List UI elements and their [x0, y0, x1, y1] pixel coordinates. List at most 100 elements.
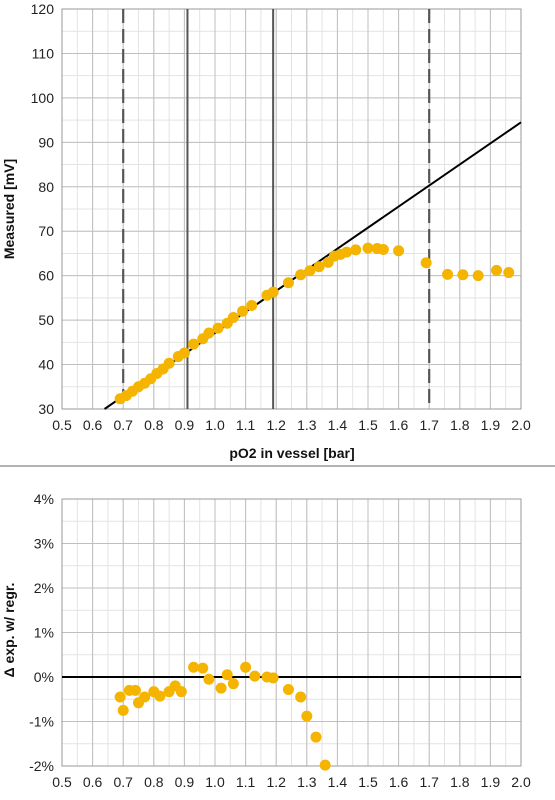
- bottom-y-tick-labels: -2% -1% 0% 1% 2% 3% 4%: [29, 491, 54, 774]
- data-point: [472, 270, 484, 282]
- top-plot-border: [61, 8, 522, 410]
- data-point: [457, 269, 469, 281]
- top-x-tick-label: 1.4: [328, 417, 348, 433]
- top-y-tick-label: 120: [31, 1, 55, 17]
- deviation-point: [240, 661, 252, 673]
- bottom-plot-border: [61, 498, 522, 767]
- data-point: [362, 242, 374, 254]
- top-points: [114, 242, 515, 405]
- data-point: [212, 322, 224, 334]
- deviation-point: [188, 661, 200, 673]
- top-x-axis-label: pO2 in vessel [bar]: [229, 445, 354, 461]
- deviation-point: [221, 669, 233, 681]
- top-y-tick-label: 70: [38, 223, 54, 239]
- data-point: [282, 277, 294, 289]
- bottom-grid: [61, 498, 522, 767]
- top-y-tick-label: 40: [38, 357, 54, 373]
- data-point: [163, 357, 175, 369]
- deviation-point: [203, 673, 215, 685]
- bottom-x-tick-label: 1.5: [358, 774, 378, 790]
- bottom-x-tick-label: 1.1: [236, 774, 256, 790]
- top-x-tick-label: 1.7: [419, 417, 439, 433]
- bottom-x-tick-label: 0.7: [113, 774, 133, 790]
- top-y-tick-label: 90: [38, 134, 54, 150]
- top-x-tick-label: 1.0: [205, 417, 225, 433]
- bottom-x-tick-label: 1.6: [389, 774, 409, 790]
- data-point: [295, 269, 307, 281]
- bottom-points: [114, 661, 331, 771]
- deviation-point: [154, 690, 166, 702]
- top-y-tick-label: 50: [38, 312, 54, 328]
- bottom-x-tick-label: 0.6: [83, 774, 103, 790]
- top-y-tick-label: 110: [32, 45, 55, 61]
- deviation-point: [197, 662, 209, 674]
- bottom-x-tick-label: 1.8: [450, 774, 470, 790]
- bottom-x-tick-label: 0.8: [144, 774, 164, 790]
- bottom-chart: 0.5 0.6 0.7 0.8 0.9 1.0 1.1 1.2 1.3 1.4 1.5 1.6 1.7 1…: [1, 491, 531, 790]
- bottom-x-tick-labels: 0.5 0.6 0.7 0.8 0.9 1.0 1.1 1.2 1.3 1.4 1.5 1.6 1.7 1…: [52, 774, 531, 790]
- bottom-y-tick-label: 3%: [34, 536, 54, 552]
- bottom-y-tick-label: 4%: [34, 491, 54, 507]
- top-x-tick-label: 2.0: [511, 417, 531, 433]
- data-point: [393, 245, 405, 257]
- bottom-x-tick-label: 2.0: [511, 774, 531, 790]
- top-x-tick-label: 1.8: [450, 417, 470, 433]
- bottom-x-tick-label: 1.3: [297, 774, 317, 790]
- top-chart: 0.5 0.6 0.7 0.8 0.9 1.0 1.1 1.2 1.3 1.4 1.5 1.6 1.7 1…: [1, 1, 531, 461]
- top-x-tick-label: 1.1: [236, 417, 256, 433]
- top-x-tick-labels: 0.5 0.6 0.7 0.8 0.9 1.0 1.1 1.2 1.3 1.4 1.5 1.6 1.7 1…: [52, 417, 531, 433]
- deviation-point: [129, 684, 141, 696]
- deviation-point: [267, 672, 279, 684]
- top-y-tick-label: 60: [38, 268, 54, 284]
- top-y-tick-label: 80: [38, 179, 54, 195]
- top-grid: [61, 8, 522, 410]
- bottom-x-tick-label: 1.4: [328, 774, 348, 790]
- bottom-y-tick-label: 0%: [34, 669, 54, 685]
- deviation-point: [114, 691, 126, 703]
- top-x-tick-label: 0.5: [52, 417, 72, 433]
- deviation-point: [175, 686, 187, 698]
- bottom-y-tick-label: -1%: [29, 714, 54, 730]
- bottom-x-tick-label: 1.2: [266, 774, 286, 790]
- data-point: [341, 246, 353, 258]
- data-point: [491, 264, 503, 276]
- top-x-tick-label: 0.8: [144, 417, 164, 433]
- deviation-point: [227, 678, 239, 690]
- data-point: [267, 286, 279, 298]
- top-x-tick-label: 1.3: [297, 417, 317, 433]
- top-x-tick-label: 0.6: [83, 417, 103, 433]
- deviation-point: [282, 683, 294, 695]
- deviation-point: [249, 670, 261, 682]
- deviation-point: [215, 682, 227, 694]
- data-point: [237, 305, 249, 317]
- deviation-point: [301, 710, 313, 722]
- top-y-tick-label: 30: [38, 401, 54, 417]
- data-point: [503, 267, 515, 279]
- top-x-tick-label: 1.9: [481, 417, 501, 433]
- top-y-axis-label: Measured [mV]: [1, 159, 17, 259]
- bottom-y-tick-label: -2%: [29, 758, 54, 774]
- bottom-x-tick-label: 1.7: [419, 774, 439, 790]
- deviation-point: [295, 691, 307, 703]
- bottom-y-axis-label: Δ exp. w/ regr.: [1, 583, 17, 678]
- data-point: [188, 338, 200, 350]
- top-y-tick-label: 100: [31, 90, 55, 106]
- top-x-tick-label: 1.5: [358, 417, 378, 433]
- bottom-x-tick-label: 0.9: [175, 774, 195, 790]
- data-point: [313, 261, 325, 273]
- bottom-x-tick-label: 1.0: [205, 774, 225, 790]
- bottom-y-tick-label: 2%: [34, 580, 54, 596]
- top-y-tick-labels: 30 40 50 60 70 80 90 100 110 120: [31, 1, 55, 417]
- data-point: [442, 268, 454, 280]
- data-point: [246, 299, 258, 311]
- data-point: [350, 244, 362, 256]
- deviation-point: [310, 731, 322, 743]
- deviation-point: [139, 691, 151, 703]
- top-x-tick-label: 0.7: [113, 417, 133, 433]
- bottom-y-tick-label: 1%: [34, 625, 54, 641]
- bottom-x-tick-label: 0.5: [52, 774, 72, 790]
- deviation-point: [117, 704, 129, 716]
- data-point: [377, 243, 389, 255]
- data-point: [178, 347, 190, 359]
